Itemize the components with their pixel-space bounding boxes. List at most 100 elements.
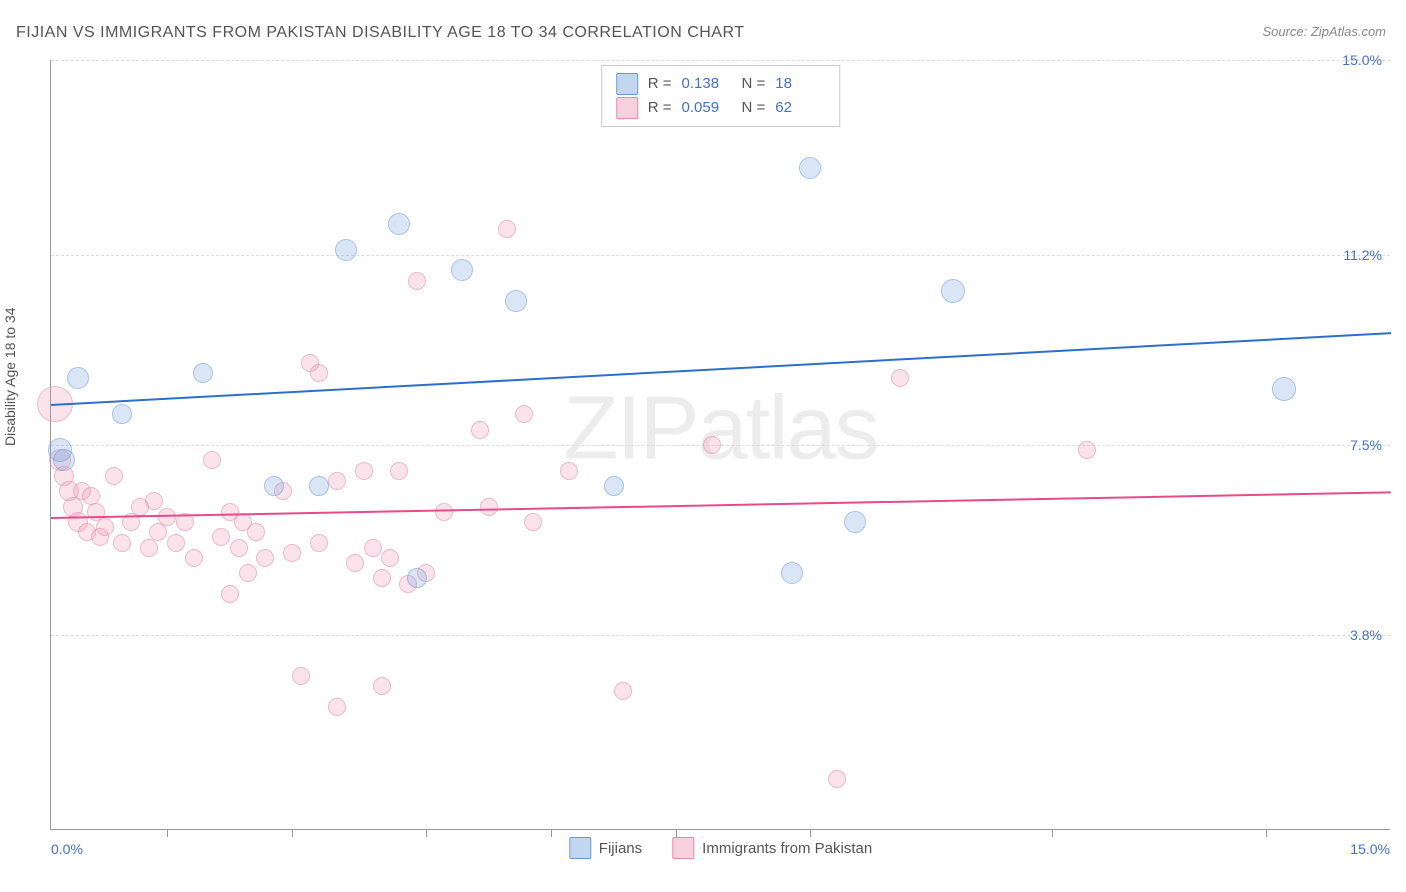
gridline	[51, 635, 1390, 636]
scatter-point	[328, 698, 346, 716]
scatter-point	[355, 462, 373, 480]
legend-item: Fijians	[569, 837, 642, 859]
x-axis-min-label: 0.0%	[51, 841, 83, 857]
scatter-point	[264, 476, 284, 496]
scatter-point	[844, 511, 866, 533]
legend-swatch	[569, 837, 591, 859]
scatter-point	[364, 539, 382, 557]
scatter-point	[388, 213, 410, 235]
legend-r-label: R =	[648, 72, 672, 96]
x-tick-mark	[292, 829, 293, 837]
x-tick-mark	[167, 829, 168, 837]
scatter-point	[230, 539, 248, 557]
y-axis-label: Disability Age 18 to 34	[2, 307, 18, 446]
x-tick-mark	[426, 829, 427, 837]
watermark-bold: ZIP	[563, 379, 697, 479]
x-tick-mark	[1266, 829, 1267, 837]
scatter-point	[193, 363, 213, 383]
legend-r-value: 0.138	[682, 72, 732, 96]
y-tick-label: 15.0%	[1342, 52, 1382, 68]
legend-label: Fijians	[599, 840, 642, 857]
y-tick-label: 11.2%	[1343, 247, 1382, 263]
scatter-point	[328, 472, 346, 490]
scatter-point	[373, 569, 391, 587]
scatter-point	[310, 364, 328, 382]
x-tick-mark	[1052, 829, 1053, 837]
scatter-point	[234, 513, 252, 531]
legend-swatch	[616, 73, 638, 95]
scatter-point	[1272, 377, 1296, 401]
scatter-point	[408, 272, 426, 290]
legend-series: Fijians Immigrants from Pakistan	[569, 837, 872, 859]
scatter-point	[1078, 441, 1096, 459]
scatter-point	[140, 539, 158, 557]
scatter-point	[283, 544, 301, 562]
legend-n-value: 18	[775, 72, 825, 96]
legend-n-label: N =	[742, 96, 766, 120]
legend-swatch	[616, 97, 638, 119]
scatter-point	[67, 367, 89, 389]
trendline	[51, 332, 1391, 406]
scatter-point	[381, 549, 399, 567]
scatter-point	[53, 449, 75, 471]
scatter-point	[167, 534, 185, 552]
scatter-point	[471, 421, 489, 439]
scatter-point	[221, 585, 239, 603]
scatter-point	[828, 770, 846, 788]
x-tick-mark	[676, 829, 677, 837]
source-label: Source: ZipAtlas.com	[1262, 24, 1386, 39]
scatter-point	[203, 451, 221, 469]
legend-swatch	[672, 837, 694, 859]
scatter-point	[310, 534, 328, 552]
scatter-point	[390, 462, 408, 480]
legend-r-value: 0.059	[682, 96, 732, 120]
y-tick-label: 3.8%	[1350, 627, 1382, 643]
scatter-point	[435, 503, 453, 521]
legend-row: R = 0.138 N = 18	[616, 72, 826, 96]
x-tick-mark	[551, 829, 552, 837]
scatter-point	[346, 554, 364, 572]
legend-correlation: R = 0.138 N = 18 R = 0.059 N = 62	[601, 65, 841, 127]
scatter-point	[309, 476, 329, 496]
scatter-point	[91, 528, 109, 546]
scatter-point	[781, 562, 803, 584]
scatter-point	[212, 528, 230, 546]
chart-title: FIJIAN VS IMMIGRANTS FROM PAKISTAN DISAB…	[16, 24, 745, 42]
x-axis-max-label: 15.0%	[1350, 841, 1390, 857]
y-tick-label: 7.5%	[1350, 437, 1382, 453]
scatter-point	[407, 568, 427, 588]
legend-n-value: 62	[775, 96, 825, 120]
scatter-point	[149, 523, 167, 541]
scatter-point	[799, 157, 821, 179]
scatter-point	[185, 549, 203, 567]
scatter-point	[480, 498, 498, 516]
scatter-point	[505, 290, 527, 312]
scatter-point	[515, 405, 533, 423]
legend-label: Immigrants from Pakistan	[702, 840, 872, 857]
scatter-point	[105, 467, 123, 485]
plot-area: ZIPatlas R = 0.138 N = 18 R = 0.059 N = …	[50, 60, 1390, 830]
watermark-light: atlas	[697, 379, 877, 479]
scatter-point	[292, 667, 310, 685]
watermark: ZIPatlas	[563, 378, 877, 481]
scatter-point	[703, 436, 721, 454]
legend-r-label: R =	[648, 96, 672, 120]
scatter-point	[335, 239, 357, 261]
scatter-point	[498, 220, 516, 238]
scatter-point	[604, 476, 624, 496]
gridline	[51, 255, 1390, 256]
scatter-point	[373, 677, 391, 695]
scatter-point	[891, 369, 909, 387]
x-tick-mark	[810, 829, 811, 837]
legend-item: Immigrants from Pakistan	[672, 837, 872, 859]
legend-row: R = 0.059 N = 62	[616, 96, 826, 120]
scatter-point	[614, 682, 632, 700]
scatter-point	[112, 404, 132, 424]
legend-n-label: N =	[742, 72, 766, 96]
scatter-point	[113, 534, 131, 552]
scatter-point	[256, 549, 274, 567]
scatter-point	[239, 564, 257, 582]
gridline	[51, 60, 1390, 61]
scatter-point	[524, 513, 542, 531]
scatter-point	[560, 462, 578, 480]
